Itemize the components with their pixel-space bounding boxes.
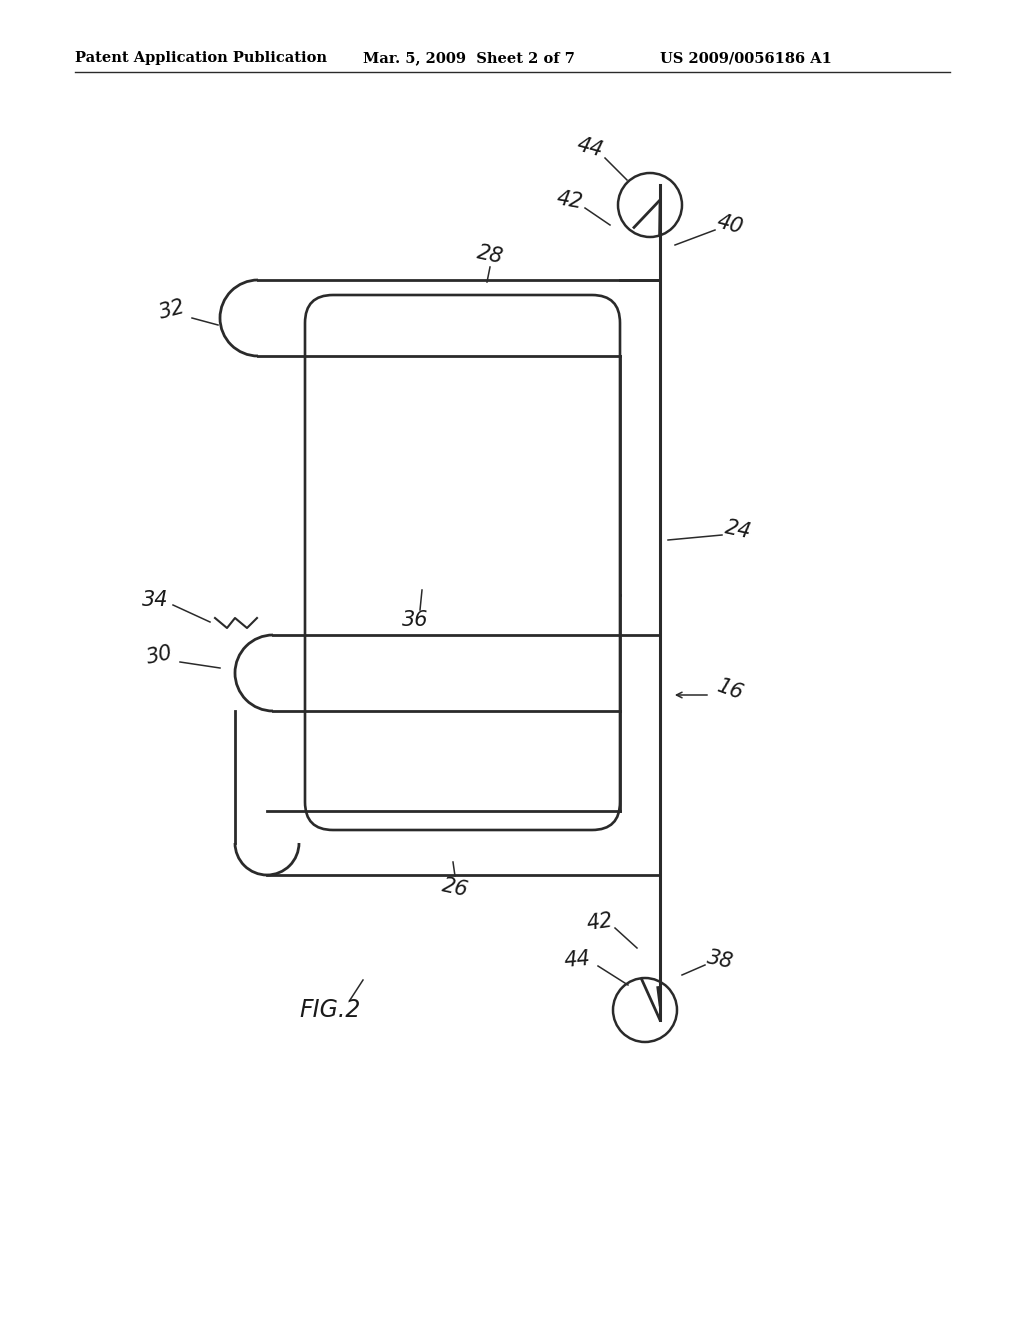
Text: US 2009/0056186 A1: US 2009/0056186 A1 [660,51,831,65]
Text: 42: 42 [586,911,614,933]
Text: FIG.2: FIG.2 [299,998,360,1022]
Text: 30: 30 [145,643,175,668]
Text: 34: 34 [141,590,168,610]
Text: 16: 16 [714,676,745,704]
Text: 42: 42 [555,187,585,213]
Text: Patent Application Publication: Patent Application Publication [75,51,327,65]
Text: 32: 32 [157,297,187,323]
Text: 26: 26 [440,875,470,900]
Text: 24: 24 [723,517,753,543]
Text: 28: 28 [475,243,505,268]
Text: 40: 40 [715,213,745,238]
Text: Mar. 5, 2009  Sheet 2 of 7: Mar. 5, 2009 Sheet 2 of 7 [362,51,574,65]
Text: 44: 44 [574,135,605,161]
Text: 44: 44 [563,949,591,972]
Text: 36: 36 [401,610,428,630]
Text: 38: 38 [705,948,735,973]
